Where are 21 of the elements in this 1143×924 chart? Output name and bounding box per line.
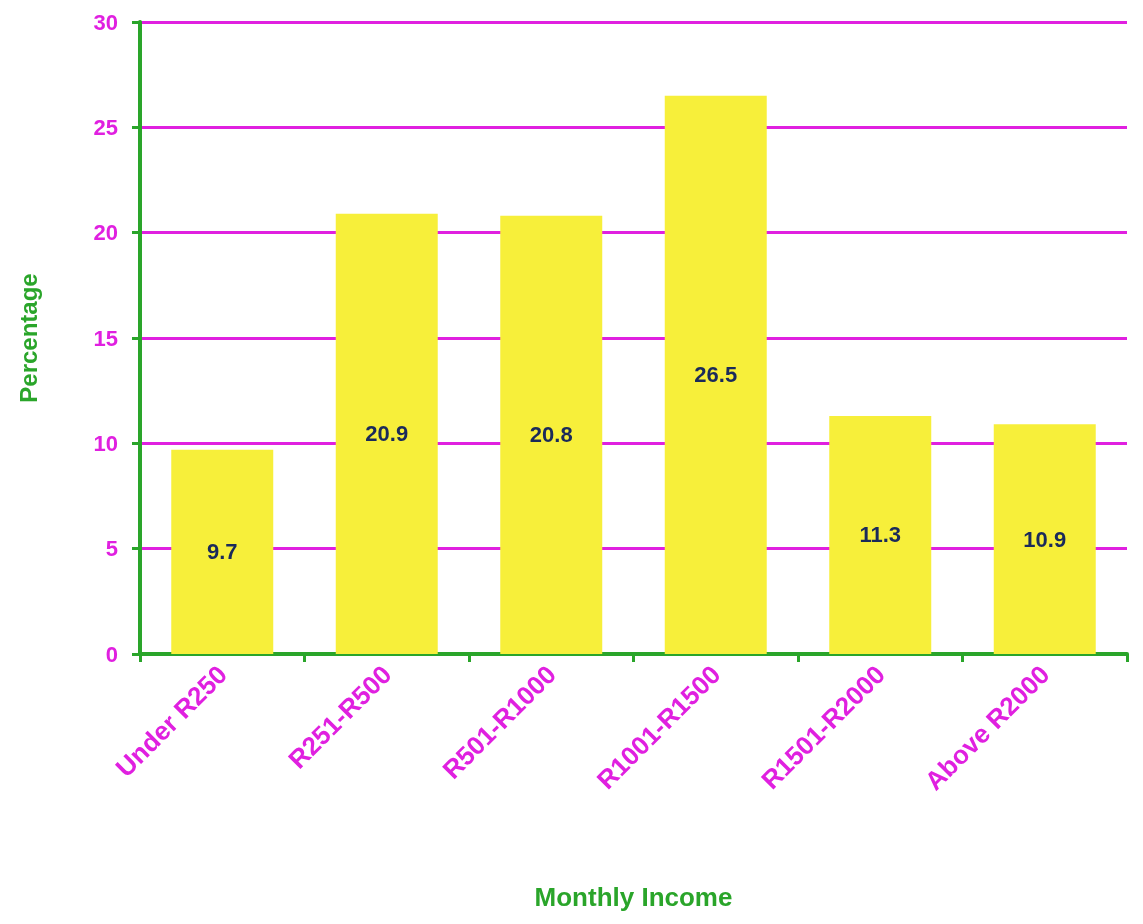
y-tick-label: 30	[93, 9, 118, 35]
y-tick-label: 10	[93, 430, 118, 456]
y-tick-label: 25	[93, 114, 118, 140]
bar	[829, 415, 932, 654]
y-tick-label: 0	[105, 641, 118, 667]
y-tick-label: 5	[105, 536, 118, 562]
x-axis-title: Monthly Income	[534, 882, 733, 912]
data-label: 9.7	[206, 539, 238, 565]
y-tick-label: 15	[93, 325, 118, 351]
y-tick-label: 20	[93, 220, 118, 246]
bar	[993, 424, 1096, 654]
bar	[335, 213, 438, 654]
bar	[664, 95, 767, 654]
data-label: 11.3	[859, 522, 902, 548]
bar	[171, 449, 274, 654]
y-axis-title: Percentage	[14, 273, 42, 403]
data-label: 10.9	[1023, 526, 1067, 552]
data-label: 20.9	[365, 421, 409, 447]
data-label: 26.5	[694, 362, 738, 388]
data-label: 20.8	[529, 422, 573, 448]
bar	[500, 215, 603, 654]
